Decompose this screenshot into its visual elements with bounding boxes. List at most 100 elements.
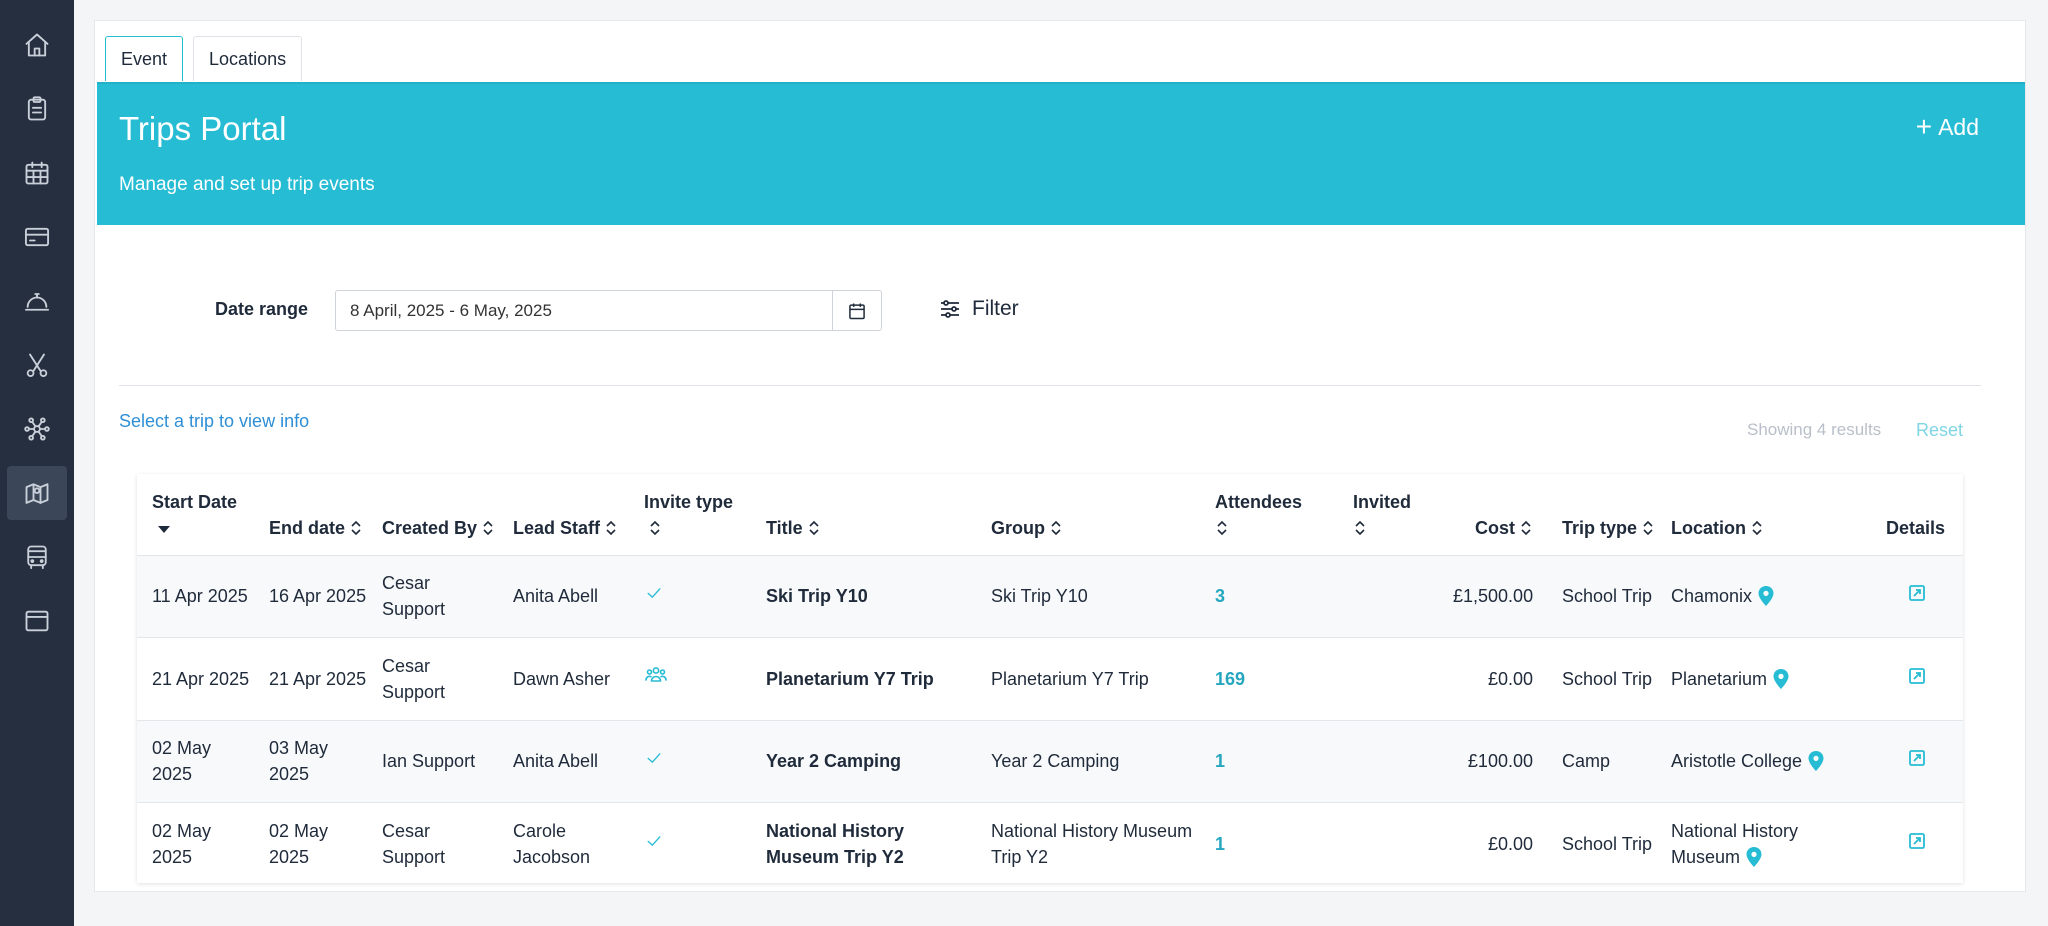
col-created-by[interactable]: Created By [367,474,498,555]
location-name: Aristotle College [1671,751,1803,772]
cell-invite-type [629,637,751,720]
location-pin-icon[interactable] [1746,847,1762,867]
open-details-icon[interactable] [1908,666,1926,684]
portal-banner: Trips Portal Manage and set up trip even… [97,82,2025,225]
nav-transport[interactable] [7,530,67,584]
cell-created-by: Cesar Support [367,802,498,885]
cell-location: Chamonix [1656,554,1871,638]
cell-attendees[interactable]: 1 [1200,802,1338,885]
col-start-date[interactable]: Start Date [137,474,254,555]
location-pin-icon[interactable] [1808,751,1824,772]
open-details-icon[interactable] [1908,831,1926,849]
calendar-button[interactable] [832,290,882,331]
cell-trip-type: Camp [1547,719,1656,803]
col-location[interactable]: Location [1656,474,1871,555]
location-pin-icon[interactable] [1758,586,1774,607]
main-card: Event Locations Trips Portal Manage and … [94,20,2026,892]
sort-icon [349,518,363,536]
sort-icon [1049,518,1063,536]
col-end-date[interactable]: End date [254,474,367,555]
open-details-icon[interactable] [1908,583,1926,602]
calendar-icon [849,303,865,319]
cell-invited [1338,637,1438,720]
col-attendees[interactable]: Attendees [1200,474,1338,555]
sort-icon [648,518,662,536]
cell-attendees[interactable]: 169 [1200,637,1338,720]
nav-payments[interactable] [7,210,67,264]
cell-details [1871,802,1963,885]
cell-created-by: Cesar Support [367,554,498,638]
cell-attendees[interactable]: 3 [1200,554,1338,638]
add-button[interactable]: + Add [1916,113,1979,141]
location-pin-icon[interactable] [1773,668,1789,689]
cell-title: National History Museum Trip Y2 [751,802,976,885]
filter-button[interactable]: Filter [938,297,1019,321]
sort-icon [1519,518,1533,536]
cell-attendees[interactable]: 1 [1200,719,1338,803]
table-row[interactable]: 11 Apr 2025 16 Apr 2025 Cesar Support Anita… [137,554,1963,638]
sort-icon [1353,518,1367,536]
col-lead-staff[interactable]: Lead Staff [498,474,629,555]
cell-title: Year 2 Camping [751,719,976,803]
cell-cost: £0.00 [1438,637,1547,720]
table-row[interactable]: 21 Apr 2025 21 Apr 2025 Cesar Support Dawn … [137,637,1963,720]
location-name: National History Museum [1671,821,1799,867]
nav-home[interactable] [7,18,67,72]
nav-catering[interactable] [7,274,67,328]
date-range-input[interactable] [335,290,833,331]
cell-created-by: Cesar Support [367,637,498,720]
tab-locations[interactable]: Locations [193,36,303,81]
date-range-label: Date range [215,299,309,319]
select-trip-hint[interactable]: Select a trip to view info [119,411,310,431]
col-invited[interactable]: Invited [1338,474,1438,555]
cell-location: National History Museum [1656,802,1871,885]
col-cost[interactable]: Cost [1438,474,1547,555]
cell-end-date: 03 May 2025 [254,719,367,803]
col-label: Start Date [152,491,238,512]
cell-start-date: 21 Apr 2025 [137,637,254,720]
reset-button[interactable]: Reset [1916,420,1964,440]
page-title: Trips Portal [119,110,287,147]
table-row[interactable]: 02 May 2025 02 May 2025 Cesar Support Carol… [137,802,1963,885]
divider [119,385,1981,386]
col-details: Details [1886,517,1946,538]
filter-button-label: Filter [972,297,1019,320]
nav-tasks[interactable] [7,82,67,136]
col-invite-type[interactable]: Invite type [629,474,751,555]
cell-invited [1338,719,1438,803]
col-group[interactable]: Group [976,474,1200,555]
tab-event[interactable]: Event [105,36,184,81]
nav-sports[interactable] [7,338,67,392]
check-icon [644,835,664,855]
col-label: Created By [382,517,478,538]
sort-icon [481,518,495,536]
nav-network[interactable] [7,402,67,456]
network-icon [24,417,50,441]
cell-lead-staff: Anita Abell [498,719,629,803]
cell-group: Ski Trip Y10 [976,554,1200,638]
cell-start-date: 02 May 2025 [137,719,254,803]
col-label: Lead Staff [513,517,601,538]
cell-location: Aristotle College [1656,719,1871,803]
sort-desc-icon [158,525,170,533]
nav-calendar[interactable] [7,146,67,200]
calendar-grid-icon [25,161,49,185]
open-details-icon[interactable] [1908,748,1926,767]
col-trip-type[interactable]: Trip type [1547,474,1656,555]
cell-title: Planetarium Y7 Trip [751,637,976,720]
sort-icon [1215,518,1229,536]
bus-icon [27,545,47,570]
table-row[interactable]: 02 May 2025 03 May 2025 Ian Support Anita A… [137,719,1963,803]
col-title[interactable]: Title [751,474,976,555]
scissors-icon [26,353,48,378]
cell-location: Planetarium [1656,637,1871,720]
cell-start-date: 02 May 2025 [137,802,254,885]
sort-icon [604,518,618,536]
group-icon [644,667,668,691]
col-label: Invite type [644,491,734,512]
cell-invite-type [629,802,751,885]
nav-window[interactable] [7,594,67,648]
nav-trips[interactable] [7,466,67,520]
home-icon [25,33,49,57]
cell-cost: £1,500.00 [1438,554,1547,638]
